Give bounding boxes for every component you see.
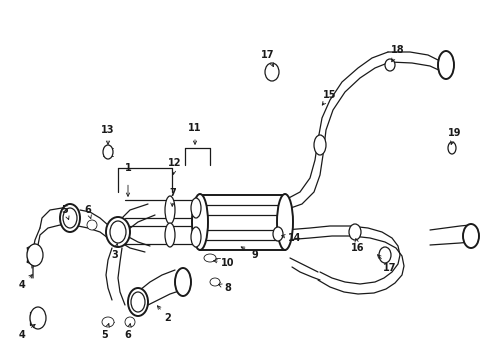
Text: 12: 12 — [168, 158, 182, 168]
Ellipse shape — [164, 223, 175, 247]
Text: 17: 17 — [383, 263, 396, 273]
Ellipse shape — [164, 196, 175, 224]
Text: 9: 9 — [251, 250, 258, 260]
Ellipse shape — [192, 194, 207, 250]
Ellipse shape — [348, 224, 360, 240]
Ellipse shape — [30, 307, 46, 329]
Text: 7: 7 — [169, 188, 176, 198]
Text: 5: 5 — [102, 330, 108, 340]
Ellipse shape — [447, 142, 455, 154]
Ellipse shape — [378, 247, 390, 263]
Ellipse shape — [272, 227, 283, 241]
Ellipse shape — [60, 204, 80, 232]
Ellipse shape — [264, 63, 279, 81]
Ellipse shape — [64, 220, 76, 230]
Ellipse shape — [102, 317, 114, 327]
Ellipse shape — [87, 220, 97, 230]
Ellipse shape — [191, 198, 201, 218]
Text: 11: 11 — [188, 123, 202, 133]
Ellipse shape — [209, 278, 220, 286]
Text: 5: 5 — [61, 205, 68, 215]
Text: 1: 1 — [124, 163, 131, 173]
Ellipse shape — [27, 244, 43, 266]
Ellipse shape — [276, 194, 292, 250]
Text: 4: 4 — [19, 330, 25, 340]
Text: 16: 16 — [350, 243, 364, 253]
Text: 10: 10 — [221, 258, 234, 268]
Text: 14: 14 — [287, 233, 301, 243]
Text: 4: 4 — [19, 280, 25, 290]
Text: 15: 15 — [323, 90, 336, 100]
Text: 19: 19 — [447, 128, 461, 138]
Text: 6: 6 — [124, 330, 131, 340]
Ellipse shape — [191, 227, 201, 247]
Text: 17: 17 — [261, 50, 274, 60]
Ellipse shape — [437, 51, 453, 79]
Text: 13: 13 — [101, 125, 115, 135]
Ellipse shape — [106, 217, 130, 247]
Ellipse shape — [462, 224, 478, 248]
Ellipse shape — [203, 254, 216, 262]
Ellipse shape — [175, 268, 191, 296]
Text: 3: 3 — [111, 250, 118, 260]
Text: 18: 18 — [390, 45, 404, 55]
Ellipse shape — [128, 288, 148, 316]
Ellipse shape — [313, 135, 325, 155]
Text: 8: 8 — [224, 283, 231, 293]
Ellipse shape — [103, 145, 113, 159]
Ellipse shape — [110, 221, 126, 243]
Ellipse shape — [384, 59, 394, 71]
Ellipse shape — [125, 317, 135, 327]
Ellipse shape — [131, 292, 145, 312]
Ellipse shape — [63, 208, 77, 228]
Text: 2: 2 — [164, 313, 171, 323]
Text: 6: 6 — [84, 205, 91, 215]
